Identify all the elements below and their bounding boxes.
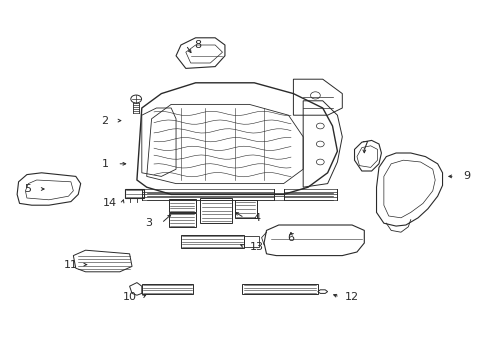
Bar	[242, 284, 317, 294]
Text: 7: 7	[360, 141, 367, 151]
Bar	[168, 199, 195, 212]
Text: 3: 3	[145, 218, 152, 228]
Text: 4: 4	[253, 213, 260, 223]
Text: 13: 13	[249, 242, 263, 252]
Bar	[200, 198, 232, 223]
Text: 2: 2	[102, 116, 108, 126]
Text: 8: 8	[194, 40, 201, 50]
Text: 1: 1	[102, 159, 108, 169]
Text: 14: 14	[103, 198, 117, 208]
Bar	[244, 236, 259, 247]
Text: 9: 9	[463, 171, 469, 181]
Text: 5: 5	[24, 184, 31, 194]
Bar	[234, 200, 256, 218]
Bar	[181, 235, 244, 248]
Text: 12: 12	[345, 292, 358, 302]
Bar	[168, 213, 195, 227]
Bar	[142, 284, 193, 294]
Text: 10: 10	[122, 292, 136, 302]
Text: 11: 11	[64, 260, 78, 270]
Text: 6: 6	[287, 233, 294, 243]
